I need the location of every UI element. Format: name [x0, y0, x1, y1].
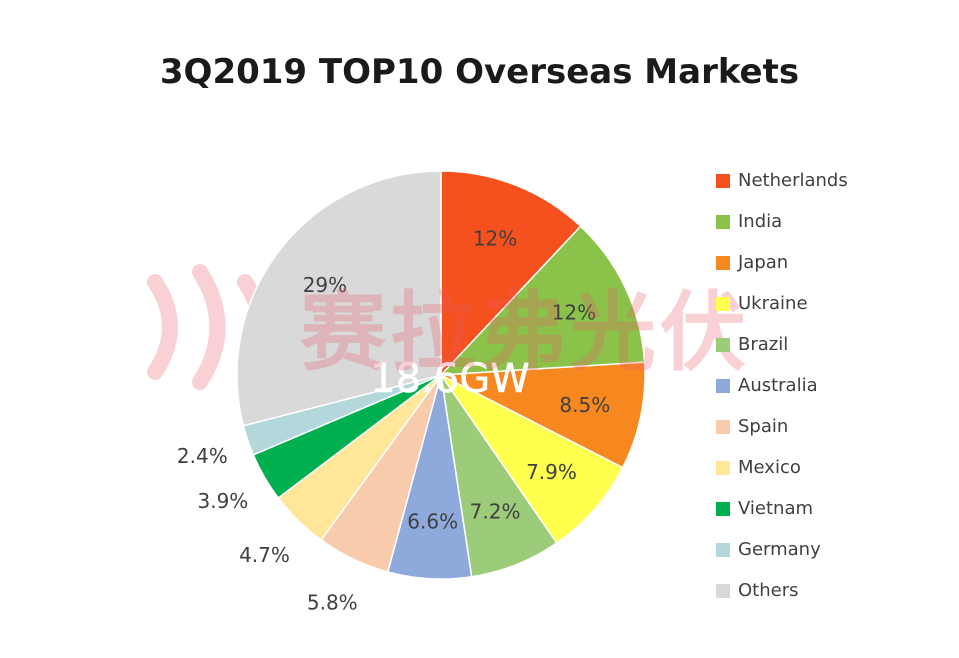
legend-swatch: [716, 337, 730, 352]
legend-item-netherlands: Netherlands: [716, 160, 848, 201]
slice-label-mexico: 4.7%: [239, 543, 290, 567]
legend-swatch: [716, 419, 730, 434]
pie-slice-others: [236, 170, 442, 427]
slice-label-spain: 5.8%: [307, 590, 358, 614]
pie-slice-india: [439, 225, 646, 376]
legend-swatch: [716, 173, 730, 188]
legend-label: Others: [738, 580, 799, 601]
legend-item-mexico: Mexico: [716, 447, 848, 488]
legend-swatch: [716, 296, 730, 311]
legend-item-ukraine: Ukraine: [716, 283, 848, 324]
slice-label-japan: 8.5%: [559, 393, 610, 417]
legend-label: Japan: [738, 252, 789, 273]
legend-label: Mexico: [738, 457, 801, 478]
pie-slice-japan: [438, 361, 646, 469]
slice-label-germany: 2.4%: [177, 444, 228, 468]
legend-swatch: [716, 255, 730, 270]
legend-item-brazil: Brazil: [716, 324, 848, 365]
legend-item-others: Others: [716, 570, 848, 611]
legend-swatch: [716, 542, 730, 557]
legend-label: Vietnam: [738, 498, 814, 519]
slice-label-brazil: 7.2%: [470, 500, 521, 524]
slice-label-australia: 6.6%: [407, 510, 458, 534]
legend: Netherlands India Japan Ukraine Brazil Austra…: [716, 160, 848, 611]
legend-label: Brazil: [738, 334, 789, 355]
legend-item-japan: Japan: [716, 242, 848, 283]
slice-label-ukraine: 7.9%: [526, 460, 577, 484]
legend-swatch: [716, 501, 730, 516]
legend-label: India: [738, 211, 783, 232]
slice-label-vietnam: 3.9%: [197, 489, 248, 513]
legend-item-australia: Australia: [716, 365, 848, 406]
slice-label-india: 12%: [552, 300, 596, 324]
legend-label: Ukraine: [738, 293, 808, 314]
slice-label-netherlands: 12%: [473, 226, 517, 250]
legend-item-spain: Spain: [716, 406, 848, 447]
pie-slice-ukraine: [440, 374, 624, 545]
center-label: 18.6GW: [370, 356, 530, 402]
legend-label: Spain: [738, 416, 789, 437]
slice-label-others: 29%: [303, 273, 347, 297]
legend-swatch: [716, 460, 730, 475]
legend-label: Australia: [738, 375, 818, 396]
legend-swatch: [716, 378, 730, 393]
legend-swatch: [716, 583, 730, 598]
legend-item-india: India: [716, 201, 848, 242]
legend-label: Germany: [738, 539, 821, 560]
legend-item-vietnam: Vietnam: [716, 488, 848, 529]
pie-slice-netherlands: [440, 170, 582, 377]
legend-item-germany: Germany: [716, 529, 848, 570]
legend-label: Netherlands: [738, 170, 848, 191]
chart-title: 3Q2019 TOP10 Overseas Markets: [159, 52, 800, 92]
legend-swatch: [716, 214, 730, 229]
